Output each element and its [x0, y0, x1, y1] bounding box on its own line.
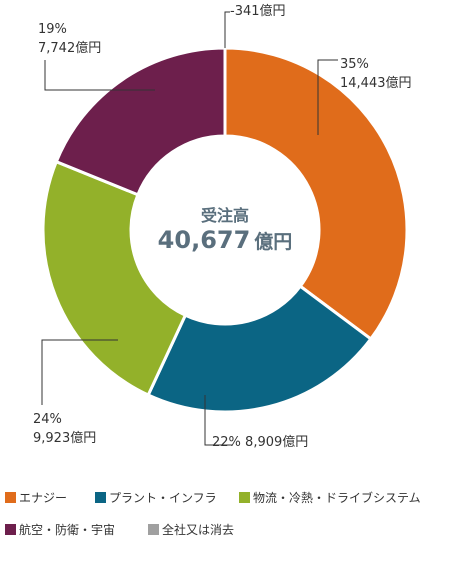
data-label-logistics: 24% 9,923億円	[33, 410, 96, 448]
data-label-logistics-value: 9,923億円	[33, 431, 97, 446]
leader-line-logistics	[41, 339, 118, 405]
legend-item-aero: 航空・防衛・宇宙	[5, 521, 148, 538]
data-label-energy-percent: 35%	[340, 57, 369, 72]
legend-row: エナジー プラント・インフラ 物流・冷熱・ドライブシステム	[5, 486, 445, 508]
data-label-plant-value: 8,909億円	[245, 435, 309, 450]
legend-label-aero: 航空・防衛・宇宙	[19, 522, 116, 537]
legend-swatch-logistics	[239, 491, 250, 503]
data-label-aero-percent: 19%	[38, 22, 67, 37]
donut-segment-logistics	[41, 159, 188, 397]
data-label-energy-value: 14,443億円	[340, 76, 412, 91]
legend-row: 航空・防衛・宇宙 全社又は消去	[5, 518, 445, 540]
leader-line-plant	[204, 395, 232, 446]
legend-swatch-plant	[95, 491, 106, 503]
center-total: 40,677 億円	[140, 226, 310, 254]
data-label-corp-value: -341億円	[230, 4, 286, 19]
donut-segment-plant	[146, 284, 373, 414]
data-label-aero: 19% 7,742億円	[38, 20, 101, 58]
legend-item-logistics: 物流・冷熱・ドライブシステム	[239, 489, 421, 506]
donut-segment-aero	[54, 46, 227, 197]
donut-chart	[41, 11, 409, 446]
data-label-corp: -341億円	[230, 2, 286, 21]
center-title: 受注高	[200, 206, 249, 225]
legend-swatch-aero	[5, 523, 16, 535]
legend-label-energy: エナジー	[19, 490, 68, 505]
data-label-logistics-percent: 24%	[33, 412, 62, 427]
total-value: 40,677	[157, 226, 251, 254]
leader-line-corp	[224, 11, 230, 48]
legend-item-corp: 全社又は消去	[148, 521, 234, 538]
leader-line-aero	[44, 60, 155, 91]
data-label-energy: 35% 14,443億円	[340, 55, 412, 93]
data-label-plant-percent: 22%	[212, 435, 241, 450]
legend-item-plant: プラント・インフラ	[95, 489, 239, 506]
total-unit: 億円	[254, 231, 293, 253]
donut-segment-energy	[223, 46, 409, 342]
legend-swatch-corp	[148, 523, 159, 535]
data-label-aero-value: 7,742億円	[38, 41, 102, 56]
legend: エナジー プラント・インフラ 物流・冷熱・ドライブシステム 航空・防衛・宇宙 全…	[5, 486, 445, 550]
legend-label-plant: プラント・インフラ	[109, 490, 217, 505]
legend-swatch-energy	[5, 491, 16, 503]
legend-label-corp: 全社又は消去	[162, 522, 235, 537]
legend-label-logistics: 物流・冷熱・ドライブシステム	[253, 490, 421, 505]
leader-line-energy	[317, 59, 338, 135]
legend-item-energy: エナジー	[5, 489, 95, 506]
data-label-plant: 22% 8,909億円	[212, 433, 308, 452]
